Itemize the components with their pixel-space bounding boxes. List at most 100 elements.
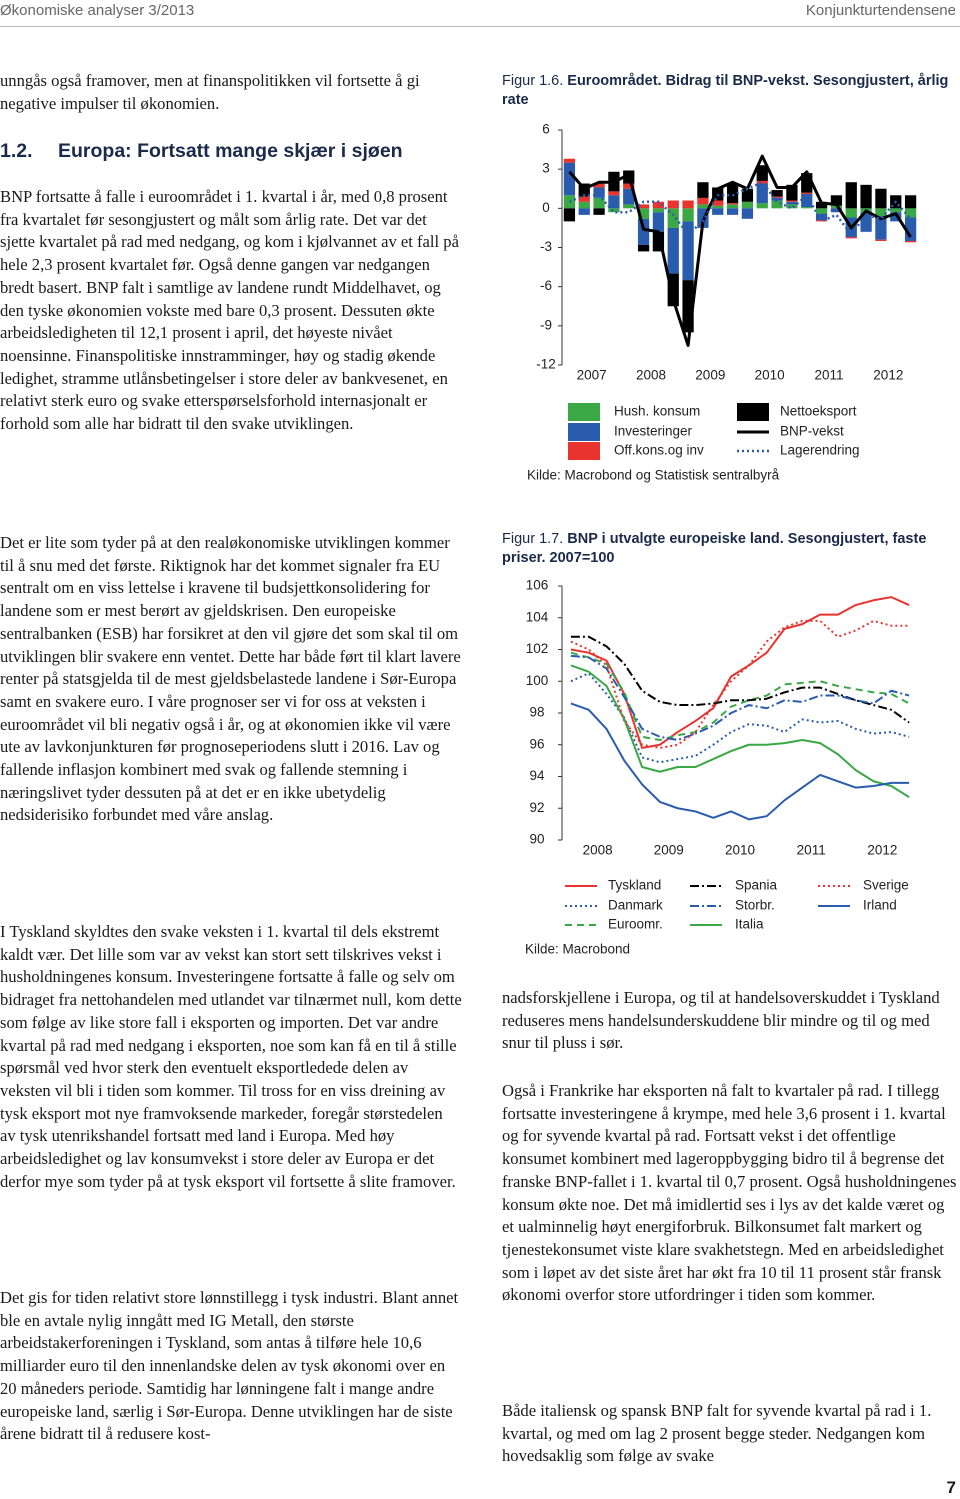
bar-segment (682, 200, 694, 209)
y-tick-label: 94 (529, 768, 545, 783)
y-tick-label: 102 (526, 641, 549, 656)
bar-segment (563, 195, 576, 209)
legend-label: Euroomr. (608, 917, 663, 932)
bar-segment (801, 192, 813, 194)
bar-segment (801, 207, 813, 209)
y-tick-label: 104 (526, 609, 549, 624)
bar-segment (623, 188, 635, 205)
bar-segment (697, 204, 709, 209)
figure-title-text: Euroområdet. Bidrag til BNP-vekst. Seson… (502, 73, 949, 108)
bar-segment (786, 200, 798, 202)
legend-swatch (568, 442, 600, 460)
bar-segment (563, 162, 576, 196)
bar-segment (890, 208, 902, 213)
paragraph: Det er lite som tyder på at den realøkon… (0, 533, 461, 825)
bar-segment (756, 180, 768, 184)
figure-title-text: BNP i utvalgte europeiske land. Sesongju… (502, 531, 927, 566)
paragraph: unngås også framover, men at finanspolit… (0, 71, 420, 113)
bar-segment (652, 231, 665, 252)
legend-swatch (568, 403, 600, 421)
y-tick-label: 3 (542, 161, 550, 176)
bar-segment (712, 200, 724, 206)
series-line (570, 619, 910, 749)
bar-segment (726, 183, 739, 204)
series-line (570, 664, 910, 798)
series-line (570, 596, 910, 749)
bar-segment (593, 208, 605, 215)
bar-segment (682, 208, 694, 222)
chart: 106 104 102 100 98 96 94 92 90 2008 2009 2010 2011 20… (525, 578, 910, 957)
bar-segment (845, 237, 857, 239)
bar-segment (712, 208, 724, 215)
y-tick-label: -3 (540, 239, 552, 254)
x-tick-label: 2010 (755, 368, 785, 383)
bar-segment (904, 208, 917, 218)
bar-segment (904, 240, 917, 243)
bar-segment (815, 201, 828, 209)
bar-segment (741, 188, 754, 202)
bar-segment (712, 187, 724, 201)
bar-segment (756, 203, 768, 209)
bar-segment (890, 212, 902, 222)
bar-segment (667, 208, 679, 228)
x-tick-label: 2011 (797, 843, 826, 858)
bar-segment (875, 208, 887, 217)
legend-label: Tyskland (608, 878, 661, 893)
series-line (570, 702, 910, 821)
x-tick-label: 2012 (873, 368, 903, 383)
bar-segment (593, 183, 605, 188)
bar-segment (608, 195, 620, 209)
series-line (570, 654, 910, 741)
series-line (570, 651, 910, 741)
bar-segment (815, 213, 828, 221)
bar-segment (786, 204, 798, 209)
bar-segment (771, 196, 783, 198)
y-tick-label: 96 (529, 736, 544, 751)
header-rule (0, 26, 960, 27)
bar-segment (652, 208, 665, 213)
bar-segment (563, 158, 576, 163)
bar-segment (623, 183, 635, 189)
x-tick-label: 2012 (867, 843, 897, 858)
bar-segment (652, 201, 665, 209)
chart-source: Kilde: Macrobond (525, 942, 630, 957)
paragraph: BNP fortsatte å falle i euroområdet i 1.… (0, 187, 459, 434)
legend-swatch (737, 403, 769, 421)
bar-segment (771, 200, 783, 209)
bar-segment (593, 187, 605, 198)
bar-segment (830, 195, 843, 206)
y-tick-label: 92 (529, 800, 544, 815)
bar-segment (667, 227, 679, 274)
bar-segment (578, 201, 590, 209)
x-tick-label: 2011 (814, 368, 843, 383)
header-right: Konjunkturtendensene (805, 2, 956, 19)
header-left: Økonomiske analyser 3/2013 (0, 2, 195, 19)
bar-segment (875, 216, 887, 240)
y-tick-label: -9 (540, 317, 552, 332)
bar-segment (608, 191, 620, 196)
bar-segment (815, 220, 828, 222)
series-line (570, 635, 910, 724)
paragraph: nadsforskjellene i Europa, og til at han… (502, 988, 940, 1053)
bar-segment (741, 208, 754, 219)
figure-title: Figur 1.6. Euroområdet. Bidrag til BNP-v… (502, 72, 952, 110)
bar-segment (726, 204, 739, 209)
bar-segment (771, 197, 783, 201)
bar-segment (786, 201, 798, 205)
y-tick-label: -12 (536, 357, 556, 372)
legend-label: Danmark (608, 898, 663, 913)
figure-label: Figur 1.6. (502, 73, 564, 89)
paragraph: I Tyskland skyldtes den svake veksten i … (0, 922, 462, 1191)
bar-segment (801, 193, 813, 208)
bar-segment (682, 280, 694, 333)
bar-segment (637, 204, 650, 209)
bar-segment (637, 244, 650, 252)
legend-label: Storbr. (735, 898, 775, 913)
bar-segment (682, 221, 694, 281)
chart-source: Kilde: Macrobond og Statistisk sentralby… (527, 468, 780, 483)
bar-segment (726, 203, 739, 205)
bar-segment (786, 184, 798, 201)
y-tick-label: 100 (526, 673, 549, 688)
bar-segment (563, 208, 576, 222)
